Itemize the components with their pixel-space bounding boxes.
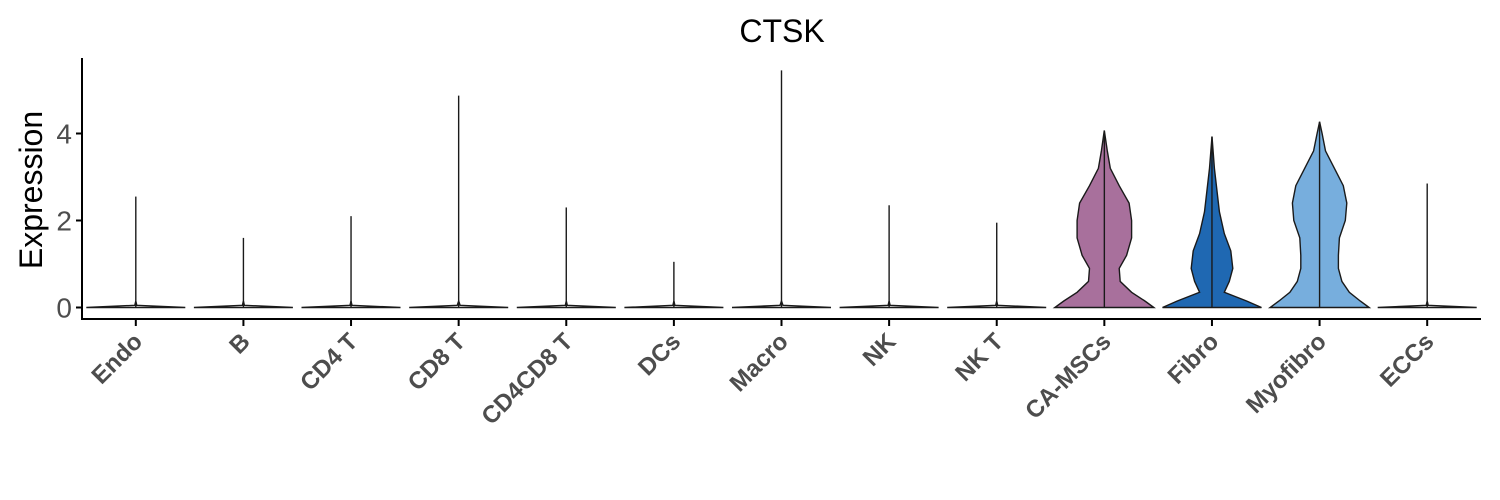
y-ticks: 0 2 4 (56, 119, 82, 324)
y-axis-label: Expression (13, 111, 49, 269)
x-ticks: Endo B CD4 T CD8 T CD4CD8 T DCs Macro NK NK T CA-… (87, 319, 1439, 430)
y-tick-label: 0 (56, 293, 72, 324)
x-tick-label: Endo (87, 328, 149, 390)
violin-layer (86, 70, 1477, 309)
chart-title: CTSK (739, 13, 824, 49)
y-tick-label: 2 (56, 206, 72, 237)
x-tick-label: NK (858, 328, 902, 372)
x-tick-label: CD4 T (295, 328, 363, 396)
x-tick-label: NK T (950, 328, 1009, 387)
x-tick-label: DCs (633, 328, 686, 381)
y-tick-label: 4 (56, 119, 72, 150)
x-tick-label: CD4CD8 T (476, 328, 578, 430)
x-tick-label: CD8 T (403, 328, 471, 396)
x-tick-label: CA-MSCs (1020, 328, 1116, 424)
x-tick-label: Macro (725, 328, 794, 397)
x-tick-label: ECCs (1375, 328, 1439, 392)
x-tick-label: B (224, 328, 255, 359)
x-tick-label: Fibro (1163, 328, 1225, 390)
x-tick-label: Myofibro (1241, 328, 1332, 419)
